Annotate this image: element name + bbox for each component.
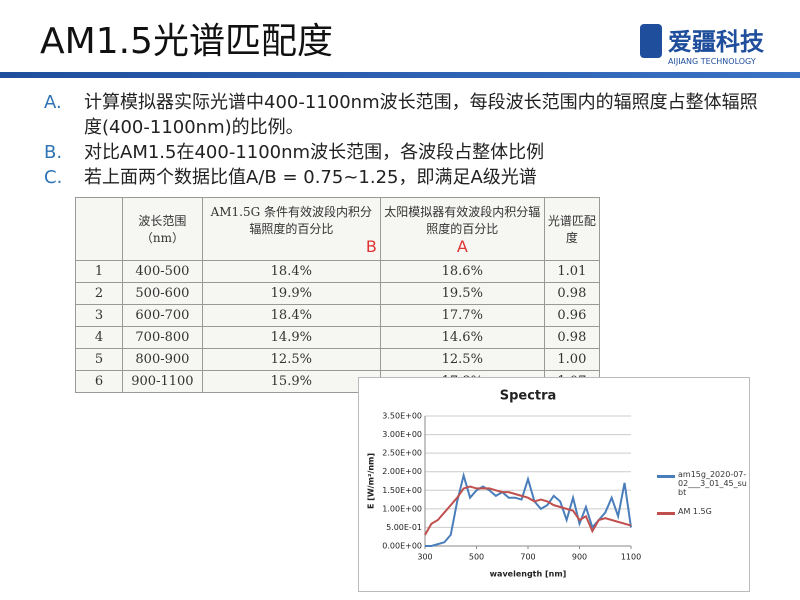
table-cell: 12.5% (201, 348, 381, 371)
bullets: A. 计算模拟器实际光谱中400-1100nm波长范围，每段波长范围内的辐照度占整… (44, 90, 764, 190)
y-tick-label: 0.00E+00 (382, 542, 422, 551)
table-cell: 0.96 (543, 304, 601, 327)
y-tick-label: 3.00E+00 (382, 430, 422, 439)
chart-title: Spectra (500, 389, 557, 404)
bullet-text: 对比AM1.5在400-1100nm波长范围，各波段占整体比例 (84, 142, 545, 163)
header-cell: AM1.5G 条件有效波段内积分辐照度的百分比 B (201, 197, 381, 261)
y-tick-label: 1.00E+00 (382, 504, 422, 513)
table-cell: 1 (75, 260, 123, 283)
annotation: A (456, 236, 468, 256)
table-cell: 800-900 (122, 348, 203, 371)
y-tick-label: 2.00E+00 (382, 467, 422, 476)
table-cell: 500-600 (122, 282, 203, 305)
table-cell: 1.01 (543, 260, 601, 283)
legend-swatch (657, 475, 675, 478)
table-cell: 17.7% (379, 304, 545, 327)
logo-icon (640, 24, 662, 58)
table-cell: 14.9% (201, 326, 381, 349)
table-cell: 4 (75, 326, 123, 349)
x-tick-label: 1100 (621, 553, 641, 562)
table-cell: 3 (75, 304, 123, 327)
header-row: 波长范围（nm） AM1.5G 条件有效波段内积分辐照度的百分比 B 太阳模拟器有效波… (75, 197, 601, 261)
legend-label: am15g_2020-07-02___3_01_45_subt (678, 470, 747, 497)
x-tick-label: 900 (572, 553, 587, 562)
table-cell: 15.9% (201, 370, 381, 393)
x-tick-label: 300 (417, 553, 432, 562)
table-cell: 1.00 (543, 348, 601, 371)
y-tick-label: 5.00E-01 (386, 523, 422, 532)
table-row: 1 400-500 18.4% 18.6% 1.01 (75, 260, 601, 283)
table-cell: 600-700 (122, 304, 203, 327)
y-tick-label: 1.50E+00 (382, 486, 422, 495)
table-row: 5 800-900 12.5% 12.5% 1.00 (75, 348, 601, 371)
bullet-text: 计算模拟器实际光谱中400-1100nm波长范围，每段波长范围内的辐照度占整体辐… (84, 92, 758, 138)
table-cell: 18.4% (201, 304, 381, 327)
slide-title: AM1.5光谱匹配度 (40, 21, 333, 62)
table-row: 2 500-600 19.9% 19.5% 0.98 (75, 282, 601, 305)
bullet-marker: B. (44, 142, 63, 163)
bullet-text: 若上面两个数据比值A/B = 0.75~1.25，即满足A级光谱 (84, 167, 537, 188)
table-cell: 0.98 (543, 282, 601, 305)
legend-label: AM 1.5G (678, 507, 712, 516)
y-axis-label: E [W/m²/nm] (367, 453, 376, 509)
legend-item: AM 1.5G (657, 507, 747, 516)
bullet: C. 若上面两个数据比值A/B = 0.75~1.25，即满足A级光谱 (44, 165, 764, 190)
table-cell: 18.4% (201, 260, 381, 283)
table-cell: 12.5% (379, 348, 545, 371)
y-tick-label: 3.50E+00 (382, 412, 422, 421)
annotation: B (365, 236, 377, 256)
logo-sub: AIJIANG TECHNOLOGY (668, 57, 756, 66)
table-cell: 0.98 (543, 326, 601, 349)
bullet: A. 计算模拟器实际光谱中400-1100nm波长范围，每段波长范围内的辐照度占整… (44, 90, 764, 140)
header-cell: 波长范围（nm） (122, 197, 203, 261)
table-cell: 400-500 (122, 260, 203, 283)
series-line (424, 485, 632, 536)
x-tick-label: 500 (469, 553, 484, 562)
table-row: 3 600-700 18.4% 17.7% 0.96 (75, 304, 601, 327)
table-cell: 18.6% (379, 260, 545, 283)
header-cell: 光谱匹配度 (543, 197, 601, 261)
bullet-marker: A. (44, 92, 62, 113)
table-cell: 700-800 (122, 326, 203, 349)
table-cell: 5 (75, 348, 123, 371)
table-cell: 19.9% (201, 282, 381, 305)
logo: 爱疆科技 AIJIANG TECHNOLOGY (640, 22, 764, 66)
legend-item: am15g_2020-07-02___3_01_45_subt (657, 470, 747, 497)
y-tick-label: 2.50E+00 (382, 449, 422, 458)
table: 波长范围（nm） AM1.5G 条件有效波段内积分辐照度的百分比 B 太阳模拟器有效波… (75, 197, 601, 393)
table-cell: 2 (75, 282, 123, 305)
x-axis-label: wavelength [nm] (490, 570, 567, 579)
chart-svg: Spectra 0.00E+00 5.00E-01 1.00E+00 1.50E+00 2… (367, 389, 642, 579)
table-cell: 19.5% (379, 282, 545, 305)
table-cell: 14.6% (379, 326, 545, 349)
x-tick-label: 700 (520, 553, 535, 562)
table-cell: 900-1100 (122, 370, 203, 393)
series-line (425, 471, 632, 547)
legend-swatch (657, 512, 675, 515)
legend: am15g_2020-07-02___3_01_45_subt AM 1.5G (657, 470, 747, 526)
table-row: 4 700-800 14.9% 14.6% 0.98 (75, 326, 601, 349)
header-cell: 太阳模拟器有效波段内积分辐照度的百分比 A (379, 197, 545, 261)
logo-name: 爱疆科技 (668, 28, 764, 56)
chart: Spectra 0.00E+00 5.00E-01 1.00E+00 1.50E+00 2… (358, 377, 750, 592)
header-bar (0, 72, 800, 78)
bullet-marker: C. (44, 167, 63, 188)
header-cell (75, 197, 123, 261)
table-cell: 6 (75, 370, 123, 393)
bullet: B. 对比AM1.5在400-1100nm波长范围，各波段占整体比例 (44, 140, 764, 165)
